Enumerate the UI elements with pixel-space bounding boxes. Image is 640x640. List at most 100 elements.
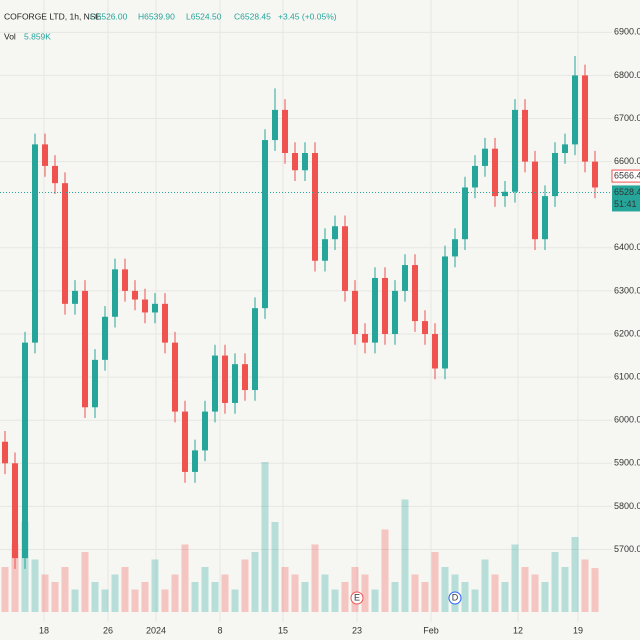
volume-bar [371,589,379,612]
volume-bar [551,552,559,612]
volume-bar [91,582,99,612]
volume-bar [531,574,539,612]
candle-body [362,334,368,343]
candle-body [222,355,228,403]
volume-bar [11,544,19,612]
event-marker-label: E [354,592,360,602]
candle-body [92,359,98,408]
volume-bar [341,582,349,612]
volume-bar [321,574,329,612]
candle-body [432,334,438,369]
volume-bar [161,589,169,612]
candle-body [492,148,498,197]
candle-body [422,321,428,335]
candle-body [402,265,408,291]
candle-body [352,290,358,335]
volume-bar [71,589,79,612]
volume-bar [251,552,259,612]
candle-body [502,191,508,197]
volume-bar [221,574,229,612]
y-tick-label: 6700.00 [614,113,640,123]
candle-body [272,109,278,141]
candle-body [592,161,598,188]
candle-body [282,109,288,153]
x-tick-label: 23 [352,625,362,635]
volume-label: Vol [4,31,16,41]
y-tick-label: 5900.00 [614,458,640,468]
candle-body [452,239,458,257]
ohlc-label: O6526.00 [90,11,128,21]
candle-body [442,256,448,369]
x-tick-label: 19 [573,625,583,635]
candle-body [332,226,338,240]
y-tick-label: 6600.00 [614,156,640,166]
volume-bar [81,552,89,612]
volume-bar [291,574,299,612]
y-tick-label: 6200.00 [614,328,640,338]
y-tick-label: 5800.00 [614,501,640,511]
candle-body [582,75,588,162]
candle-body [342,226,348,291]
countdown: 51:41 [614,199,637,209]
volume-bar [571,537,579,612]
volume-bar [211,582,219,612]
candle-body [2,441,8,464]
volume-bar [311,544,319,612]
y-tick-label: 6100.00 [614,371,640,381]
candle-body [462,187,468,240]
volume-bar [191,582,199,612]
last-price-label: 6528.45 [614,187,640,197]
volume-bar [231,589,239,612]
candle-body [322,239,328,261]
ohlc-label: H6539.90 [138,11,175,21]
alert-price-box [611,169,640,183]
candle-body [202,411,208,451]
volume-bar [181,544,189,612]
volume-bar [491,574,499,612]
candle-body [192,450,198,472]
volume-bar [61,567,69,612]
last-price-box [612,185,640,212]
volume-value: 5.859K [24,31,51,41]
candle-body [12,463,18,559]
volume-bar [421,582,429,612]
candle-body [72,290,78,304]
alert-price-label: 6566.45 [614,170,640,180]
candle-body [122,269,128,291]
volume-bar [441,567,449,612]
candle-body [212,355,218,412]
volume-bar [351,567,359,612]
candle-body [22,342,28,559]
x-tick-label: 18 [39,625,49,635]
candle-body [312,152,318,261]
volume-bar [521,567,529,612]
candle-body [42,144,48,166]
volume-bar [391,582,399,612]
event-marker [350,591,364,605]
candle-body [302,152,308,171]
candle-body [572,75,578,145]
volume-bar [361,574,369,612]
volume-bar [31,559,39,612]
candle-body [262,140,268,309]
candle-body [82,290,88,408]
volume-bar [541,582,549,612]
candle-body [542,196,548,240]
volume-bar [121,567,129,612]
candle-body [522,109,528,162]
y-tick-label: 6800.00 [614,70,640,80]
candle-body [102,316,108,360]
candle-body [412,265,418,322]
volume-bar [471,589,479,612]
candle-body [232,364,238,403]
volume-bar [591,568,599,612]
candle-body [132,290,138,300]
event-marker [448,591,462,605]
volume-bar [241,559,249,612]
volume-bar [171,574,179,612]
volume-bar [561,567,569,612]
ohlc-label: C6528.45 [234,11,271,21]
volume-bar [131,589,139,612]
